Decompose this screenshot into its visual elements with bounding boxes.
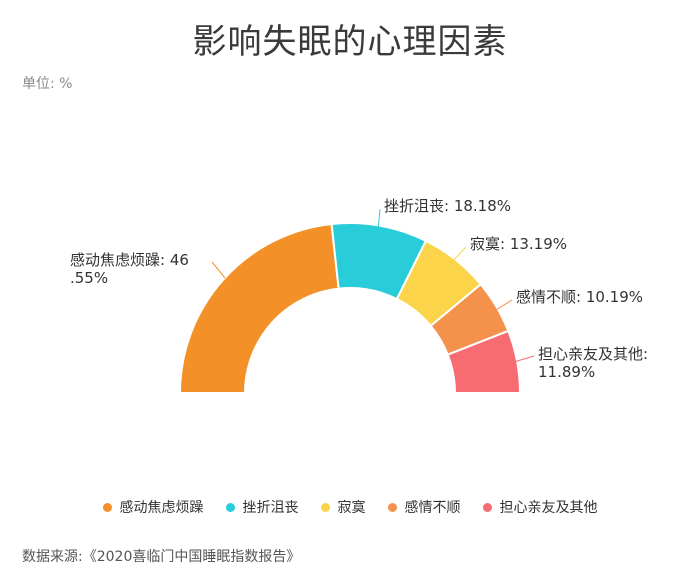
slice-5	[446, 329, 522, 394]
legend-marker-5	[482, 502, 492, 512]
slice-label-5: 担心亲友及其他: 11.89%	[538, 345, 648, 381]
legend-marker-2	[225, 502, 235, 512]
slice-label-1: 感动焦虑烦躁: 46.55%	[70, 251, 189, 287]
legend-label-4: 感情不顺	[404, 500, 461, 516]
legend-marker-3	[320, 502, 330, 512]
leader-line-3	[451, 246, 467, 263]
leader-line-2	[377, 208, 381, 233]
source-note: 数据来源:《2020喜临门中国睡眠指数报告》	[22, 549, 301, 565]
legend-label-1: 感动焦虑烦躁	[119, 500, 204, 516]
leader-line-5	[513, 355, 535, 363]
half-donut-chart: 感动焦虑烦躁: 46.55% 挫折沮丧: 18.18% 寂寞: 13.19% 感情不顺…	[70, 197, 648, 394]
slice-1	[178, 222, 340, 394]
leader-line-4	[495, 299, 513, 311]
slice-label-2: 挫折沮丧: 18.18%	[384, 197, 511, 215]
legend-item-2: 挫折沮丧	[225, 497, 299, 517]
slice-label-3: 寂寞: 13.19%	[470, 235, 567, 253]
legend-marker-4	[387, 502, 397, 512]
leader-line-1	[211, 261, 226, 279]
legend-item-3: 寂寞	[320, 497, 366, 517]
legend-label-2: 挫折沮丧	[242, 500, 299, 516]
legend-item-1: 感动焦虑烦躁	[102, 497, 204, 517]
legend-item-4: 感情不顺	[387, 497, 461, 517]
chart-title: 影响失眠的心理因素	[192, 22, 508, 62]
legend-marker-1	[102, 502, 112, 512]
slice-label-4: 感情不顺: 10.19%	[516, 288, 643, 306]
unit-label: 单位: %	[22, 76, 73, 92]
legend-item-5: 担心亲友及其他	[482, 497, 598, 517]
chart-legend: 感动焦虑烦躁 挫折沮丧 寂寞 感情不顺 担心亲友及其他	[0, 497, 700, 517]
legend-label-3: 寂寞	[337, 500, 366, 516]
legend-label-5: 担心亲友及其他	[499, 500, 598, 516]
